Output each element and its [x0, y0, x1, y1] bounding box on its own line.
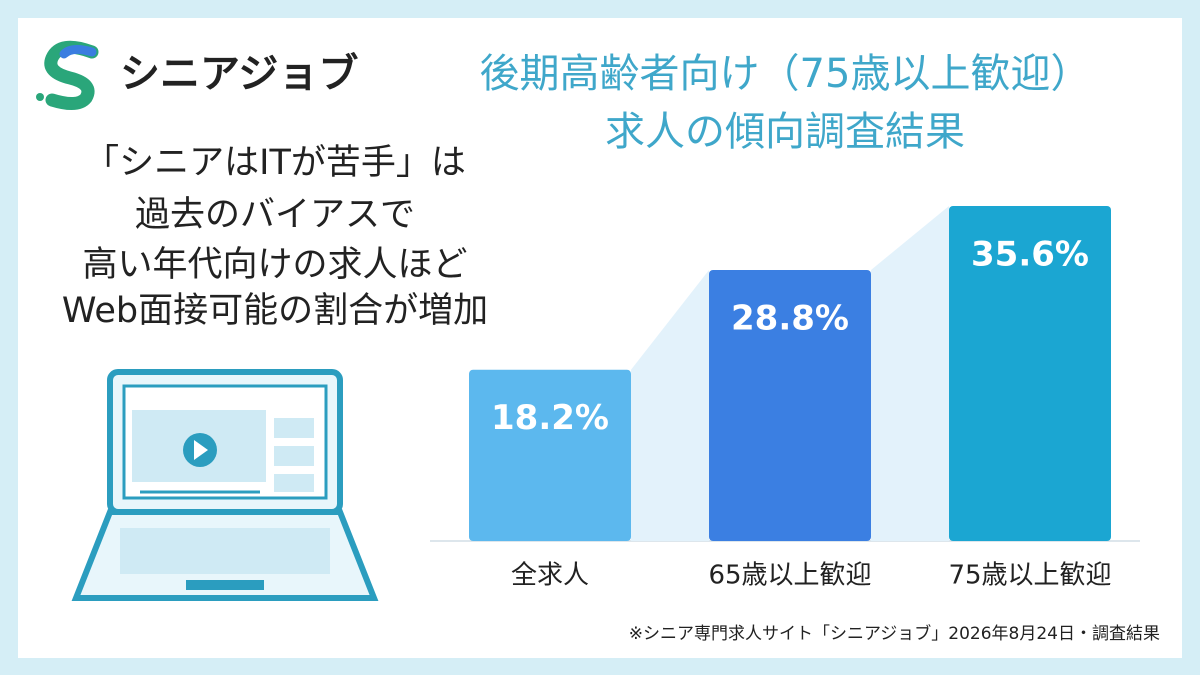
chart-title: 後期高齢者向け（75歳以上歓迎）: [480, 51, 1091, 97]
logo-text: シニアジョブ: [120, 51, 358, 97]
value-label: 35.6%: [971, 235, 1089, 275]
headline-line: Web面接可能の割合が増加: [62, 291, 488, 331]
bar: [469, 369, 631, 541]
bar: [949, 206, 1111, 541]
connector: [631, 269, 709, 541]
value-label: 18.2%: [491, 398, 609, 438]
footnote: ※シニア専門求人サイト「シニアジョブ」2026年8月24日・調査結果: [629, 623, 1160, 644]
headline-line: 高い年代向けの求人ほど: [82, 245, 467, 285]
bar: [709, 269, 871, 541]
laptop-icon: [71, 369, 379, 601]
headline-line: 「シニアはITが苦手」は: [84, 143, 466, 183]
connector: [871, 206, 949, 541]
headline-line: 過去のバイアスで: [135, 195, 415, 235]
x-tick-label: 65歳以上歓迎: [708, 561, 871, 591]
logo-icon: [36, 40, 99, 110]
x-tick-label: 全求人: [511, 561, 589, 591]
chart-subtitle: 求人の傾向調査結果: [605, 109, 965, 155]
value-label: 28.8%: [731, 298, 849, 338]
x-tick-label: 75歳以上歓迎: [948, 561, 1111, 591]
